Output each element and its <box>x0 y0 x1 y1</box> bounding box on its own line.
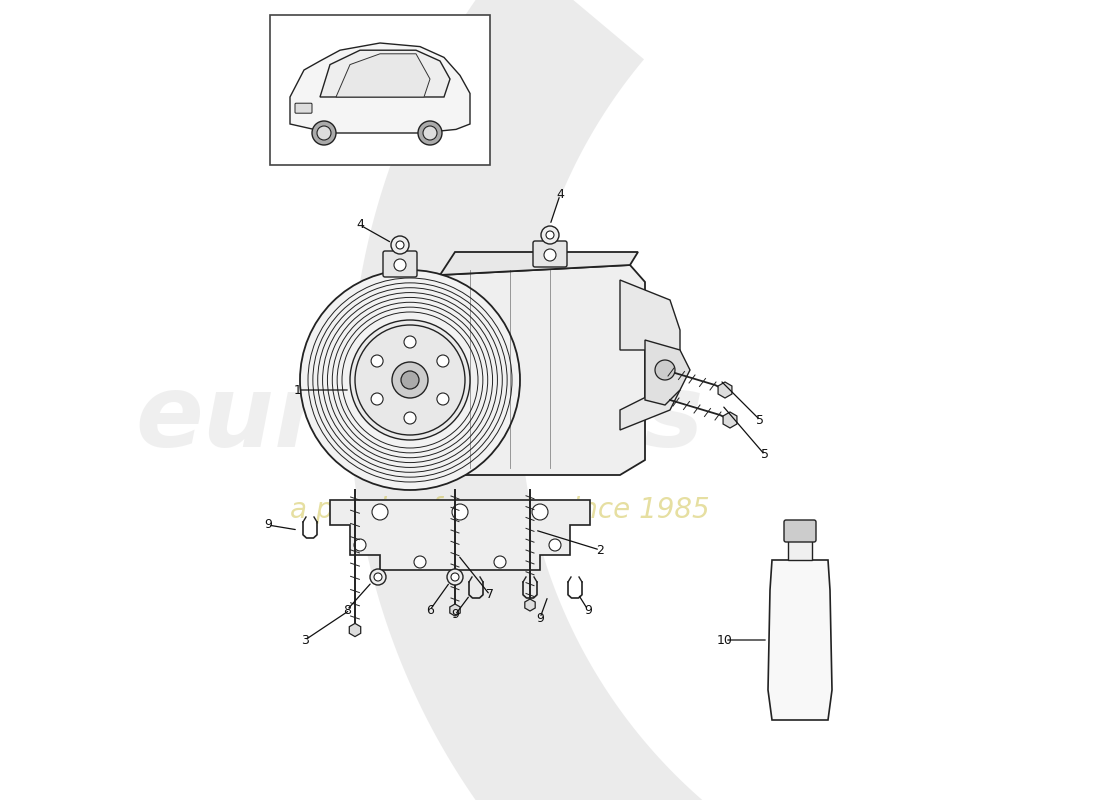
Text: 9: 9 <box>451 609 459 622</box>
FancyBboxPatch shape <box>383 251 417 277</box>
Polygon shape <box>440 252 638 275</box>
Circle shape <box>317 126 331 140</box>
Text: 10: 10 <box>717 634 733 646</box>
Circle shape <box>549 539 561 551</box>
Text: 2: 2 <box>596 543 604 557</box>
Circle shape <box>300 270 520 490</box>
Polygon shape <box>645 340 690 405</box>
Polygon shape <box>440 265 645 475</box>
Polygon shape <box>336 54 430 97</box>
Circle shape <box>544 249 556 261</box>
Circle shape <box>354 539 366 551</box>
Circle shape <box>372 504 388 520</box>
Polygon shape <box>620 280 680 430</box>
Polygon shape <box>320 50 450 97</box>
Text: 6: 6 <box>426 603 433 617</box>
Circle shape <box>546 231 554 239</box>
Circle shape <box>390 236 409 254</box>
Text: a passion for parts since 1985: a passion for parts since 1985 <box>290 496 710 524</box>
Circle shape <box>396 241 404 249</box>
Polygon shape <box>788 540 812 560</box>
Circle shape <box>424 126 437 140</box>
FancyBboxPatch shape <box>295 103 312 114</box>
Polygon shape <box>450 604 460 616</box>
Circle shape <box>494 556 506 568</box>
Circle shape <box>402 371 419 389</box>
Circle shape <box>414 556 426 568</box>
Circle shape <box>654 360 675 380</box>
FancyBboxPatch shape <box>784 520 816 542</box>
Text: 1: 1 <box>294 383 301 397</box>
Text: 9: 9 <box>264 518 272 531</box>
Text: 3: 3 <box>301 634 309 646</box>
FancyBboxPatch shape <box>534 241 566 267</box>
Circle shape <box>355 325 465 435</box>
Polygon shape <box>525 599 536 611</box>
Circle shape <box>404 412 416 424</box>
Circle shape <box>652 352 668 368</box>
Circle shape <box>374 573 382 581</box>
Circle shape <box>371 355 383 367</box>
Polygon shape <box>290 43 470 133</box>
Circle shape <box>452 504 468 520</box>
Text: 5: 5 <box>761 449 769 462</box>
Circle shape <box>394 259 406 271</box>
Circle shape <box>350 320 470 440</box>
Polygon shape <box>350 623 361 637</box>
Text: euroPares: euroPares <box>135 371 704 469</box>
Circle shape <box>451 573 459 581</box>
Polygon shape <box>768 560 832 720</box>
Circle shape <box>541 226 559 244</box>
Circle shape <box>370 569 386 585</box>
Text: 5: 5 <box>756 414 764 426</box>
Circle shape <box>404 336 416 348</box>
Polygon shape <box>330 500 590 570</box>
Text: 9: 9 <box>536 611 543 625</box>
Text: 9: 9 <box>584 603 592 617</box>
Text: 4: 4 <box>356 218 364 231</box>
Circle shape <box>447 569 463 585</box>
Circle shape <box>371 393 383 405</box>
Circle shape <box>437 355 449 367</box>
Polygon shape <box>350 0 785 800</box>
Polygon shape <box>718 382 732 398</box>
Circle shape <box>437 393 449 405</box>
Text: 8: 8 <box>343 603 351 617</box>
Text: 7: 7 <box>486 589 494 602</box>
Circle shape <box>392 362 428 398</box>
Text: 4: 4 <box>557 189 564 202</box>
Polygon shape <box>723 412 737 428</box>
Circle shape <box>532 504 548 520</box>
Circle shape <box>418 121 442 145</box>
Bar <box>270 15 490 165</box>
Circle shape <box>312 121 336 145</box>
